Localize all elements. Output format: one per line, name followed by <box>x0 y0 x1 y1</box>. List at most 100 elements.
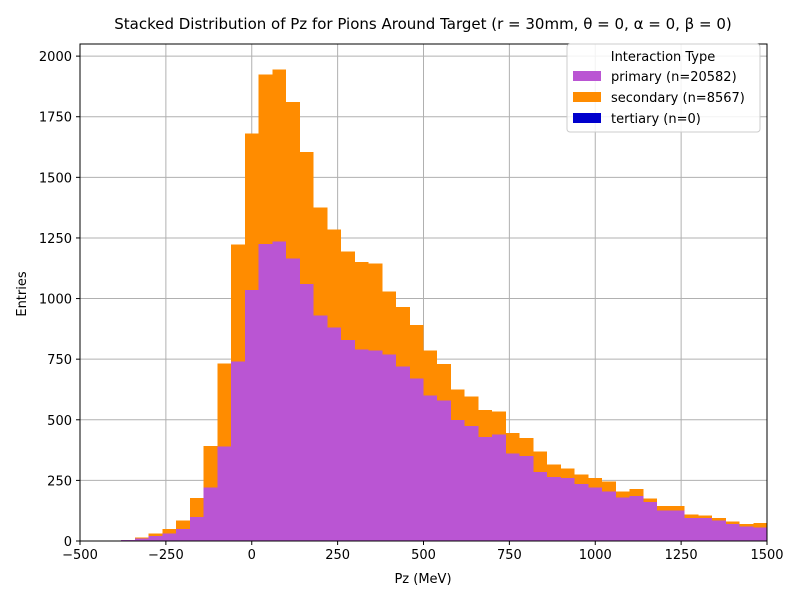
legend-label: primary (n=20582) <box>611 70 737 85</box>
histogram-bar <box>629 488 644 497</box>
histogram-bar <box>464 425 479 541</box>
histogram-bar <box>533 451 548 472</box>
histogram-bar <box>698 517 713 541</box>
histogram-bar <box>148 533 163 537</box>
histogram-bar <box>396 366 410 541</box>
y-tick-label: 1000 <box>39 293 72 308</box>
x-tick-label: 250 <box>325 548 350 563</box>
y-tick-label: 250 <box>47 474 72 489</box>
histogram-bar <box>423 350 438 396</box>
histogram-bar <box>505 453 520 541</box>
histogram-bar <box>368 350 383 541</box>
legend-label: secondary (n=8567) <box>611 91 745 106</box>
histogram-bar <box>162 533 177 541</box>
x-tick-label: 0 <box>248 548 256 563</box>
histogram-bar <box>492 411 506 435</box>
histogram-bar <box>217 446 232 541</box>
histogram-bar <box>739 524 754 527</box>
histogram-bar <box>341 251 355 340</box>
y-tick-label: 1250 <box>39 232 72 247</box>
legend-swatch <box>573 71 601 81</box>
legend-label: tertiary (n=0) <box>611 112 701 127</box>
histogram-bar <box>643 498 658 503</box>
histogram-bar <box>409 378 424 541</box>
histogram-bar <box>217 363 232 447</box>
x-tick-label: 750 <box>497 548 522 563</box>
histogram-bar <box>299 284 314 541</box>
y-tick-label: 500 <box>47 414 72 429</box>
x-tick-label: 1500 <box>750 548 783 563</box>
legend-entries: primary (n=20582) secondary (n=8567) terti… <box>573 70 745 127</box>
histogram-bar <box>657 510 671 541</box>
histogram-bar <box>396 307 410 367</box>
histogram-bar <box>423 395 438 541</box>
histogram-bar <box>670 510 685 541</box>
histogram-bar <box>574 474 589 485</box>
histogram-bar <box>409 325 424 379</box>
histogram-bar <box>244 290 259 541</box>
histogram-bar <box>134 538 149 541</box>
histogram-bar <box>258 74 273 245</box>
histogram-bar <box>492 434 506 541</box>
legend: Interaction Type primary (n=20582) second… <box>566 43 761 133</box>
histogram-bar <box>753 527 767 541</box>
histogram-bar <box>368 263 383 351</box>
histogram-bar <box>450 389 465 420</box>
histogram-bar <box>176 520 190 529</box>
legend-swatch <box>573 113 601 123</box>
histogram-bar <box>189 497 204 517</box>
y-tick-label: 1750 <box>39 111 72 126</box>
histogram-bar <box>478 436 493 541</box>
histogram-bar <box>739 526 754 541</box>
histogram-bar <box>519 437 534 457</box>
histogram-bar <box>643 502 658 541</box>
histogram-bar <box>176 528 190 541</box>
histogram-bar <box>437 400 451 541</box>
legend-box <box>566 43 761 133</box>
histogram-bar <box>670 505 685 511</box>
x-tick-label: 1000 <box>579 548 612 563</box>
histogram-bar <box>519 456 534 541</box>
x-tick-label: 500 <box>411 548 436 563</box>
histogram-bar <box>698 515 713 518</box>
histogram-bar <box>354 262 369 350</box>
histogram-bar <box>464 396 479 426</box>
histogram-bar <box>560 468 575 478</box>
histogram-bar <box>148 536 163 541</box>
histogram-bar <box>602 481 616 492</box>
x-tick-label: −500 <box>62 548 98 563</box>
histogram-bar <box>203 487 218 541</box>
histogram-bar <box>684 517 699 541</box>
histogram-bar <box>684 514 699 518</box>
histogram-bar <box>712 520 726 541</box>
histogram-bar <box>121 539 135 541</box>
histogram-bar <box>258 244 273 541</box>
histogram-bar <box>313 315 328 541</box>
histogram-bar <box>244 133 259 291</box>
histogram-bar <box>203 445 218 488</box>
histogram-bar <box>478 410 493 437</box>
y-tick-label: 0 <box>64 535 72 550</box>
histogram-bar <box>286 258 300 541</box>
histogram-bar <box>505 433 520 454</box>
legend-title: Interaction Type <box>611 50 716 65</box>
histogram-bar <box>437 364 451 401</box>
y-tick-label: 1500 <box>39 171 72 186</box>
histogram-bar <box>134 537 149 539</box>
histogram-bar <box>162 528 177 534</box>
histogram-bar <box>341 339 355 541</box>
x-tick-label: −250 <box>148 548 184 563</box>
histogram-bar <box>588 487 603 541</box>
histogram-bar <box>299 151 314 285</box>
y-tick-label: 2000 <box>39 50 72 65</box>
histogram-bar <box>547 476 561 541</box>
histogram-bar <box>189 516 204 541</box>
x-axis-label: Pz (MeV) <box>394 572 451 587</box>
histogram-bar <box>533 471 548 541</box>
histogram-bar <box>574 484 589 541</box>
histogram-bar <box>231 361 245 541</box>
chart-title: Stacked Distribution of Pz for Pions Aro… <box>114 15 731 33</box>
histogram-bar <box>382 291 397 355</box>
